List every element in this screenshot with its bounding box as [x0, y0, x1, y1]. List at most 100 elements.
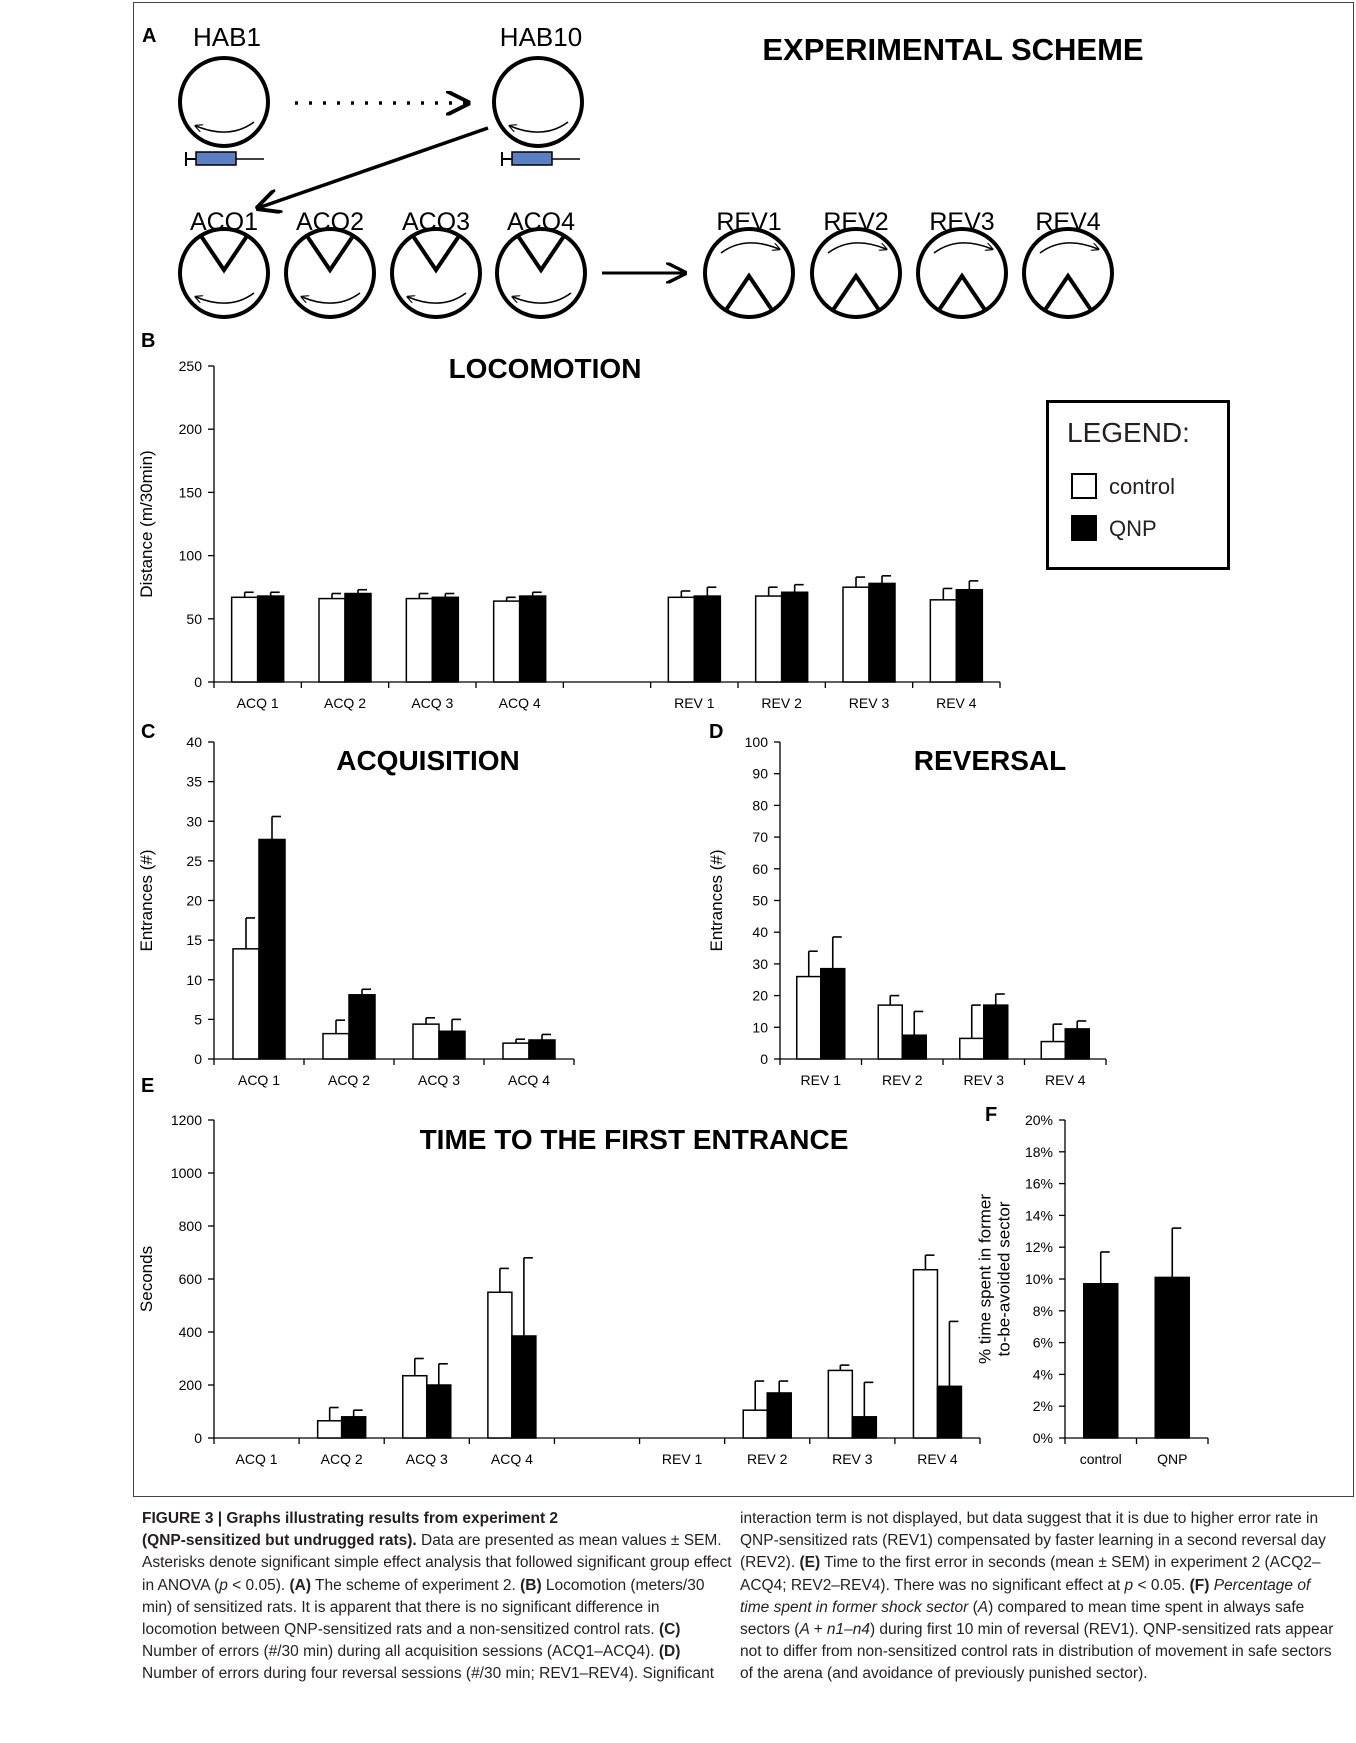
hab10-label: HAB10	[500, 22, 582, 52]
experimental-scheme-diagram: A EXPERIMENTAL SCHEME HAB1 HAB10 ACQ1 AC…	[142, 22, 1144, 319]
y-axis-label: Entrances (#)	[707, 849, 726, 951]
chart-locomotion: LOCOMOTION 0 50 100 150 200 250 Distance (m/30m…	[137, 353, 1001, 711]
caption-text: A	[977, 1598, 989, 1616]
x-tick-label: ACQ 2	[328, 1072, 370, 1088]
y-tick-label: 1000	[171, 1165, 202, 1181]
acq-arena-2	[284, 227, 376, 319]
chart-percent-time-former-sector: 0% 2% 4% 6% 8% 10% 12% 14% 16% 18% 20% % time spent…	[976, 1112, 1209, 1467]
chart-title: LOCOMOTION	[449, 353, 642, 384]
x-tick-label: ACQ 2	[324, 695, 366, 711]
bar-qnp-acq2	[348, 994, 376, 1060]
legend-label-control: control	[1109, 474, 1176, 499]
bar-qnp-rev1	[820, 967, 846, 1060]
caption-text: A + n1–n4	[799, 1621, 870, 1639]
y-tick-label: 10	[752, 1019, 768, 1035]
y-tick-label: 0	[194, 1430, 202, 1446]
x-tick-label: ACQ 4	[499, 695, 541, 711]
caption-panel-ref: (A)	[289, 1576, 312, 1594]
y-tick-label: 250	[179, 358, 203, 374]
bar-qnp-rev3	[983, 1004, 1009, 1060]
bar-qnp-acq1	[256, 595, 285, 683]
y-tick-label: 50	[186, 611, 202, 627]
x-tick-label: ACQ 2	[321, 1451, 363, 1467]
y-tick-label: 1200	[171, 1112, 202, 1128]
y-tick-label: 800	[179, 1218, 203, 1234]
y-tick-label: 100	[179, 548, 203, 564]
hab-to-acq-arrow	[258, 126, 489, 208]
y-tick-label: 80	[752, 797, 768, 813]
bar-qnp-rev2	[780, 591, 809, 683]
panel-label-d: D	[709, 721, 723, 743]
y-tick-label: 4%	[1033, 1366, 1053, 1382]
x-tick-label: REV 1	[801, 1072, 842, 1088]
y-tick-label: 18%	[1025, 1144, 1053, 1160]
caption-left-column: FIGURE 3 | Graphs illustrating results f…	[142, 1508, 732, 1686]
caption-right-text: interaction term is not displayed, but d…	[740, 1508, 1342, 1686]
y-tick-label: 70	[752, 829, 768, 845]
caption-text: Number of errors (#/30 min) during all a…	[142, 1643, 659, 1661]
scheme-title: EXPERIMENTAL SCHEME	[762, 32, 1143, 67]
y-tick-label: 60	[752, 861, 768, 877]
y-axis-label: Entrances (#)	[137, 849, 156, 951]
y-tick-label: 20	[186, 893, 202, 909]
x-tick-label: REV 4	[936, 695, 977, 711]
caption-text: ) during first 10 min of reversal (REV1)…	[740, 1621, 1334, 1683]
caption-subtitle: (QNP-sensitized but undrugged rats).	[142, 1532, 417, 1550]
x-tick-label: REV 4	[917, 1451, 958, 1467]
caption-text: Time to the first error in seconds (mean…	[740, 1554, 1321, 1594]
caption-text: ) compared to mean time spent in always …	[740, 1598, 1305, 1639]
y-tick-label: 10	[186, 972, 202, 988]
caption-panel-ref: (D)	[658, 1643, 681, 1661]
acq-arena-4	[495, 227, 587, 319]
bar-qnp-acq3	[438, 1030, 466, 1060]
figure-caption: FIGURE 3 | Graphs illustrating results f…	[142, 1508, 1342, 1738]
y-axis-label: Seconds	[137, 1246, 156, 1312]
y-axis-label: % time spent in formerto-be-avoided sect…	[976, 1194, 1014, 1364]
bar-control-rev1	[667, 596, 696, 683]
y-tick-label: 20	[752, 988, 768, 1004]
y-tick-label: 12%	[1025, 1239, 1053, 1255]
y-tick-label: 600	[179, 1271, 203, 1287]
acq-arena-1	[178, 227, 270, 319]
acq-arena-3	[390, 227, 482, 319]
caption-text: (	[968, 1598, 978, 1616]
caption-text: Number of errors during four reversal se…	[142, 1665, 715, 1683]
y-tick-label: 40	[752, 924, 768, 940]
legend-swatch-control	[1071, 473, 1097, 499]
caption-text: p	[1124, 1576, 1134, 1594]
bar-control-acq1	[230, 596, 259, 683]
y-tick-label: 40	[186, 734, 202, 750]
y-tick-label: 400	[179, 1324, 203, 1340]
x-tick-label: REV 1	[662, 1451, 703, 1467]
y-tick-label: 0%	[1033, 1430, 1053, 1446]
chart-title: ACQUISITION	[336, 745, 520, 776]
bar-value-qnp	[1154, 1276, 1190, 1439]
hab1-label: HAB1	[193, 22, 261, 52]
y-tick-label: 6%	[1033, 1335, 1053, 1351]
bar-control-rev3	[842, 586, 870, 683]
bar-qnp-rev1	[693, 595, 722, 683]
y-tick-label: 0	[760, 1051, 768, 1067]
caption-text: Percentage of time spent in former shock…	[740, 1576, 1311, 1616]
panel-label-c: C	[141, 721, 155, 743]
x-tick-label: REV 3	[832, 1451, 873, 1467]
x-tick-label: REV 2	[747, 1451, 788, 1467]
x-tick-label: REV 2	[882, 1072, 923, 1088]
y-tick-label: 2%	[1033, 1398, 1053, 1414]
x-tick-label: QNP	[1157, 1451, 1187, 1467]
chart-title: REVERSAL	[914, 745, 1066, 776]
y-tick-label: 30	[186, 813, 202, 829]
legend-label-qnp: QNP	[1109, 516, 1157, 541]
y-tick-label: 200	[179, 1377, 203, 1393]
panel-label-b: B	[141, 330, 155, 352]
bar-qnp-rev3	[868, 582, 896, 683]
y-tick-label: 20%	[1025, 1112, 1053, 1128]
rev-arena-1	[703, 227, 795, 319]
caption-panel-ref: (F)	[1189, 1576, 1210, 1594]
bar-control-rev2	[742, 1409, 768, 1439]
panel-labels: B C D E F	[141, 330, 997, 1126]
chart-acquisition: ACQUISITION 0 5 10 15 20 25 30 35 40 Entrances (#)…	[137, 734, 575, 1088]
bar-control-rev3	[827, 1369, 854, 1439]
bar-control-rev2	[754, 595, 783, 683]
caption-right-column: interaction term is not displayed, but d…	[740, 1508, 1342, 1686]
